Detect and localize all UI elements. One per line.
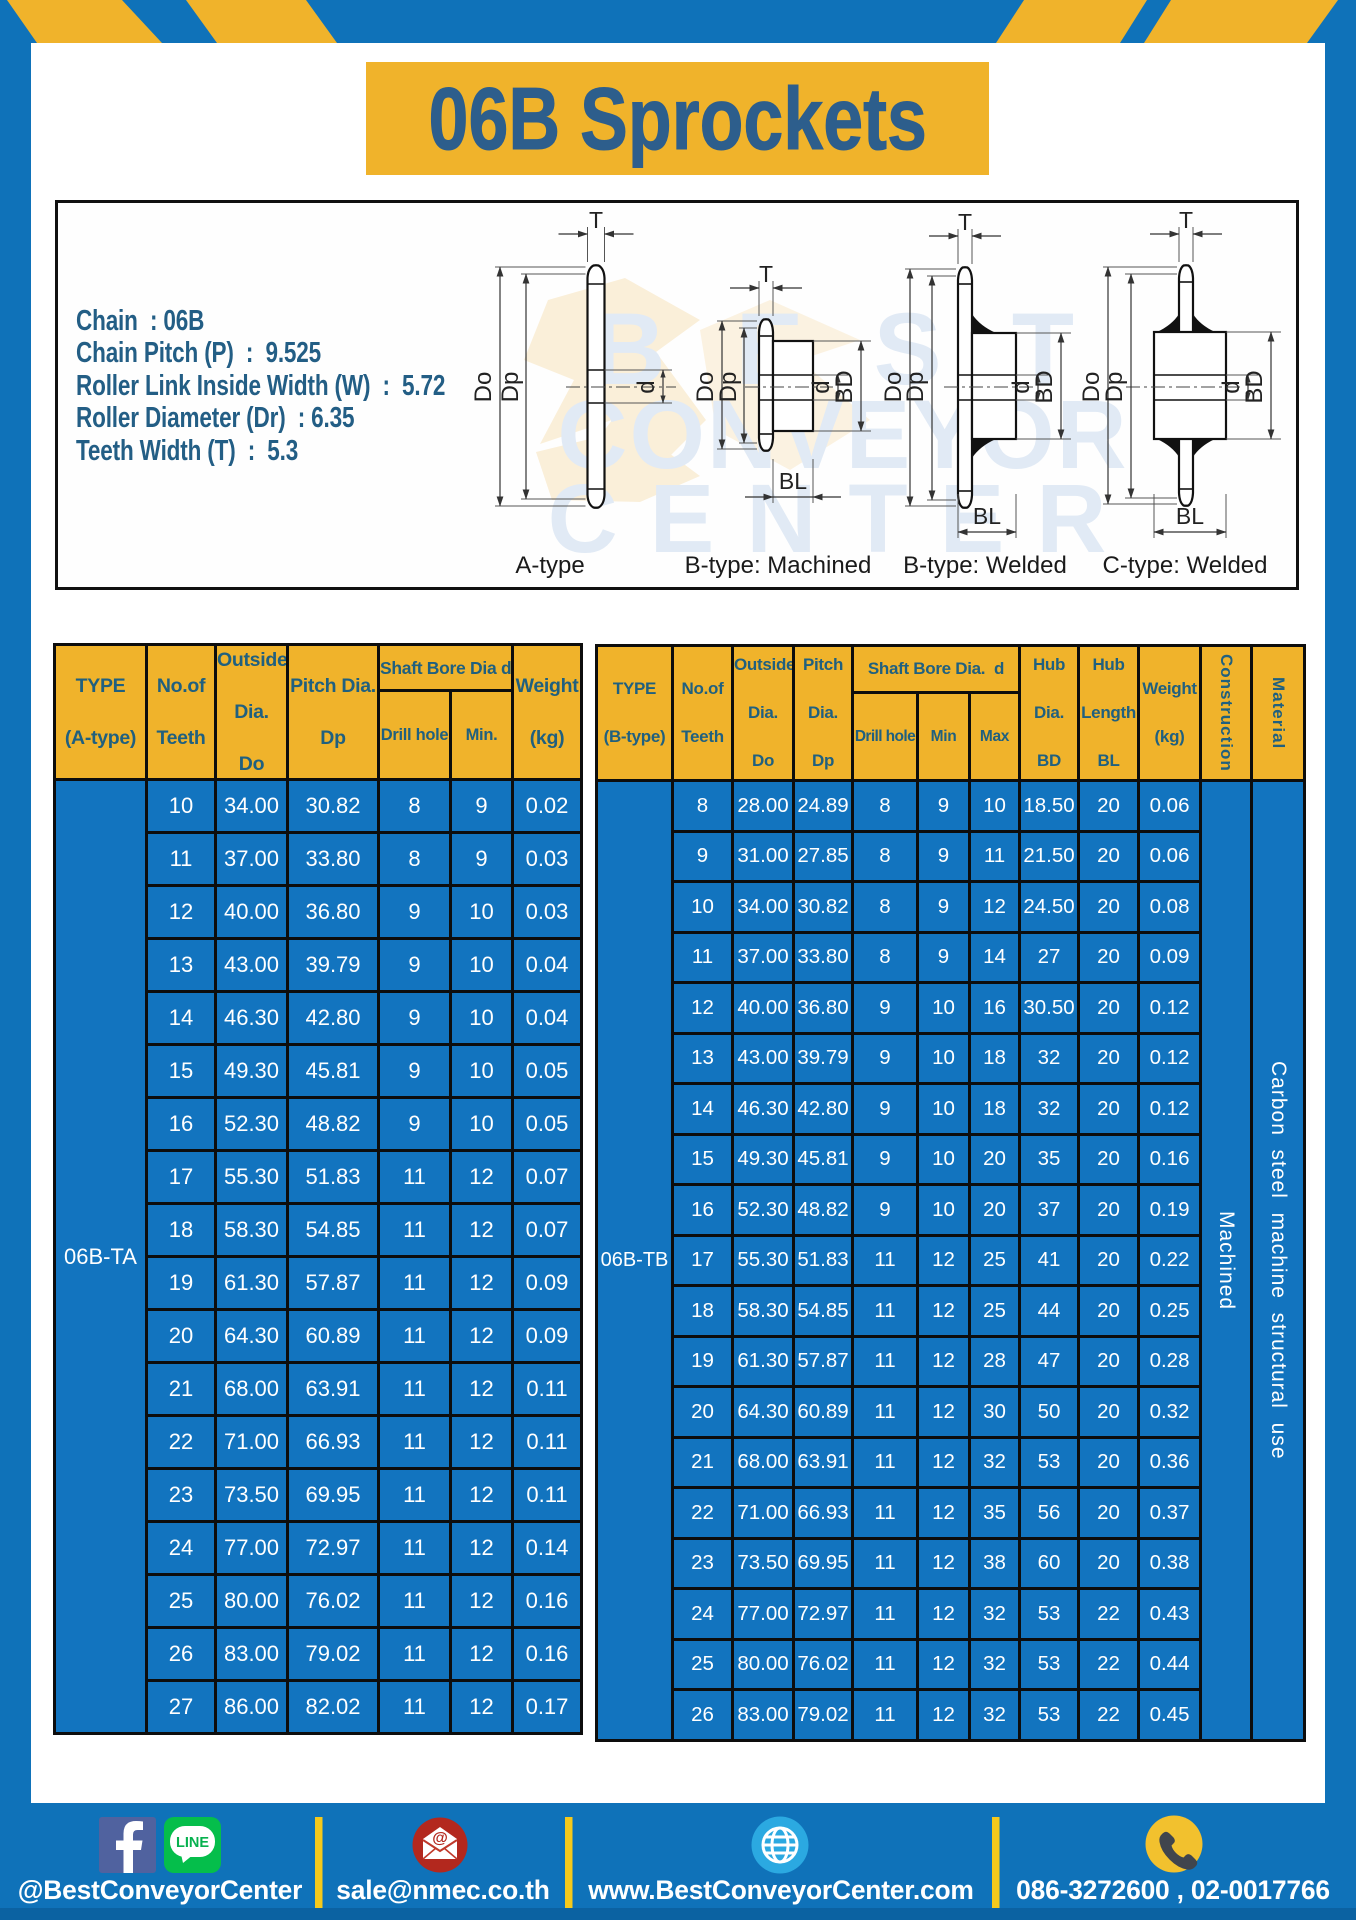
svg-text:T: T xyxy=(589,207,603,233)
svg-text:B-type: Welded: B-type: Welded xyxy=(903,552,1067,579)
svg-text:BL: BL xyxy=(1176,503,1204,529)
svg-text:sale@nmec.co.th: sale@nmec.co.th xyxy=(336,1875,549,1905)
svg-text:@BestConveyorCenter: @BestConveyorCenter xyxy=(18,1875,302,1905)
svg-text:BD: BD xyxy=(831,370,858,403)
svg-text:BD: BD xyxy=(1031,370,1058,403)
svg-text:Dp: Dp xyxy=(902,372,929,403)
svg-text:d: d xyxy=(633,380,660,393)
svg-text:BL: BL xyxy=(973,503,1001,529)
svg-text:Do: Do xyxy=(692,372,719,403)
svg-text:d: d xyxy=(1008,380,1035,393)
svg-text:086-3272600 , 02-0017766: 086-3272600 , 02-0017766 xyxy=(1016,1875,1330,1905)
svg-text:Dp: Dp xyxy=(715,372,742,403)
svg-text:d: d xyxy=(1218,380,1245,393)
svg-text:BL: BL xyxy=(779,468,807,494)
svg-text:www.BestConveyorCenter.com: www.BestConveyorCenter.com xyxy=(587,1875,973,1905)
svg-text:Dp: Dp xyxy=(1101,372,1128,403)
svg-text:B-type: Machined: B-type: Machined xyxy=(685,552,872,579)
svg-text:CONVEYOR: CONVEYOR xyxy=(557,380,1128,489)
svg-text:CENTER: CENTER xyxy=(548,464,1139,573)
svg-text:T: T xyxy=(958,209,972,235)
svg-text:LINE: LINE xyxy=(176,1835,209,1851)
svg-text:C-type: Welded: C-type: Welded xyxy=(1103,552,1268,579)
svg-text:@: @ xyxy=(432,1830,448,1847)
svg-text:BD: BD xyxy=(1241,370,1268,403)
svg-text:T: T xyxy=(759,261,773,287)
svg-text:Do: Do xyxy=(1078,372,1105,403)
svg-text:Do: Do xyxy=(470,372,497,403)
svg-text:d: d xyxy=(808,380,835,393)
svg-text:T: T xyxy=(1179,207,1193,233)
svg-text:Dp: Dp xyxy=(497,372,524,403)
svg-text:Do: Do xyxy=(880,372,907,403)
svg-text:A-type: A-type xyxy=(515,552,584,579)
